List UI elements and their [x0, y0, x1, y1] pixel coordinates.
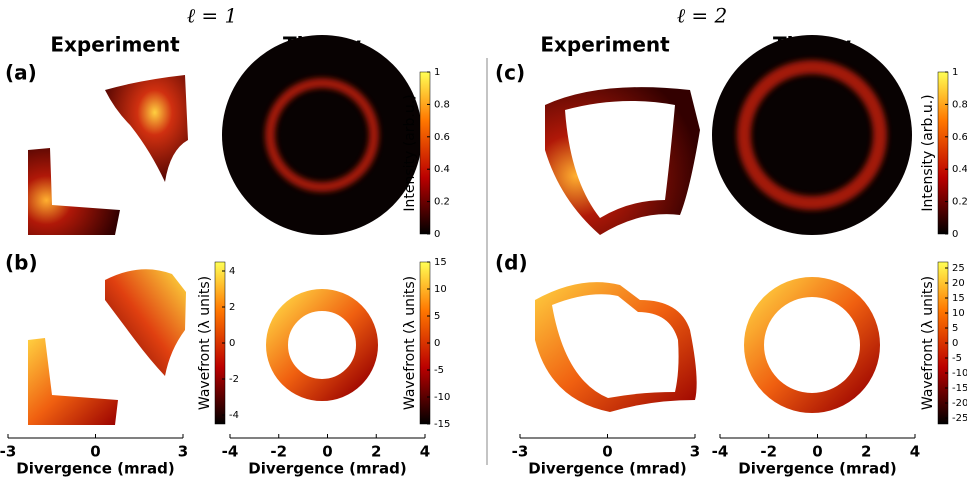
colorbar-tick-label: 5 [434, 311, 440, 322]
colorbar-tick-label: -4 [229, 410, 239, 421]
colorbar-tick-label: 0.6 [434, 132, 450, 143]
group-title: ℓ = 2 [677, 4, 728, 28]
x-tick-label: -2 [270, 443, 287, 461]
colorbar-tick-label: -5 [434, 365, 444, 376]
experiment-image [28, 148, 120, 235]
x-tick-label: -2 [760, 443, 777, 461]
experiment-image [105, 75, 188, 182]
colorbar-tick-label: -15 [434, 419, 450, 430]
x-tick-label: -3 [0, 443, 16, 461]
colorbar-tick-label: 2 [229, 302, 235, 313]
colorbar-tick-label: -2 [229, 374, 239, 385]
x-axis-label: Divergence (mrad) [248, 460, 406, 478]
colorbar-tick-label: 20 [952, 278, 965, 289]
colorbar-tick-label: 4 [229, 266, 235, 277]
colorbar-tick-label: 15 [434, 257, 447, 268]
colorbar-tick-label: 0 [952, 229, 958, 240]
colorbar-tick-label: 0 [434, 229, 440, 240]
colorbar-tick-label: 0.4 [952, 164, 967, 175]
panel-group: ℓ = 1ExperimentTheory(a)Intensity (arb.u… [0, 4, 450, 478]
x-tick-label: -3 [512, 443, 529, 461]
colorbar-tick-label: 0 [434, 338, 440, 349]
colorbar-tick-label: 5 [952, 323, 958, 334]
colorbar-tick-label: -15 [952, 383, 967, 394]
x-tick-label: 4 [910, 443, 920, 461]
theory-wavefront [277, 300, 367, 390]
colorbar-tick-label: 1 [434, 67, 440, 78]
colorbar-tick-label: -25 [952, 413, 967, 424]
x-tick-label: 0 [322, 443, 332, 461]
colorbar [420, 72, 430, 234]
colorbar-tick-label: 10 [434, 284, 447, 295]
column-header: Experiment [540, 33, 670, 57]
x-axis-label: Divergence (mrad) [738, 460, 896, 478]
colorbar-label: Intensity (arb.u.) [402, 94, 418, 211]
column-header: Experiment [50, 33, 180, 57]
colorbar-tick-label: 1 [952, 67, 958, 78]
colorbar-tick-label: 0.4 [434, 164, 450, 175]
x-tick-label: 4 [420, 443, 430, 461]
colorbar [938, 72, 948, 234]
x-tick-label: -4 [222, 443, 239, 461]
colorbar-tick-label: 0.2 [952, 197, 967, 208]
colorbar-tick-label: 15 [952, 293, 965, 304]
x-axis-label: Divergence (mrad) [16, 460, 174, 478]
colorbar-label: Wavefront (λ units) [402, 276, 418, 410]
theory-wavefront [754, 287, 870, 403]
experiment-image [105, 269, 186, 376]
figure: ℓ = 1ExperimentTheory(a)Intensity (arb.u… [0, 0, 967, 479]
colorbar-tick-label: -5 [952, 353, 962, 364]
colorbar-tick-label: -10 [434, 392, 450, 403]
colorbar-label: Wavefront (λ units) [920, 276, 936, 410]
colorbar-label: Intensity (arb.u.) [920, 94, 936, 211]
colorbar-tick-label: 10 [952, 308, 965, 319]
x-tick-label: 3 [178, 443, 188, 461]
x-axis-label: Divergence (mrad) [528, 460, 686, 478]
panel-label: (d) [495, 251, 528, 275]
x-tick-label: -4 [712, 443, 729, 461]
colorbar-tick-label: 25 [952, 263, 965, 274]
colorbar-tick-label: 0.8 [434, 99, 450, 110]
panel-label: (a) [5, 61, 37, 85]
x-tick-label: 2 [371, 443, 381, 461]
colorbar-tick-label: 0.8 [952, 99, 967, 110]
panel-group: ℓ = 2ExperimentTheory(c)Intensity (arb.u… [495, 4, 967, 478]
x-tick-label: 2 [861, 443, 871, 461]
x-tick-label: 3 [690, 443, 700, 461]
colorbar-tick-label: -10 [952, 368, 967, 379]
colorbar-tick-label: 0.2 [434, 197, 450, 208]
panel-label: (b) [5, 251, 38, 275]
theory-image [222, 35, 422, 235]
x-tick-label: 0 [90, 443, 100, 461]
experiment-image [28, 338, 118, 425]
panel-label: (c) [495, 61, 525, 85]
colorbar-tick-label: 0.6 [952, 132, 967, 143]
x-tick-label: 0 [602, 443, 612, 461]
x-tick-label: 0 [812, 443, 822, 461]
colorbar-label: Wavefront (λ units) [197, 276, 213, 410]
colorbar-tick-label: 0 [952, 338, 958, 349]
colorbar-tick-label: -20 [952, 398, 967, 409]
group-title: ℓ = 1 [187, 4, 238, 28]
colorbar-tick-label: 0 [229, 338, 235, 349]
